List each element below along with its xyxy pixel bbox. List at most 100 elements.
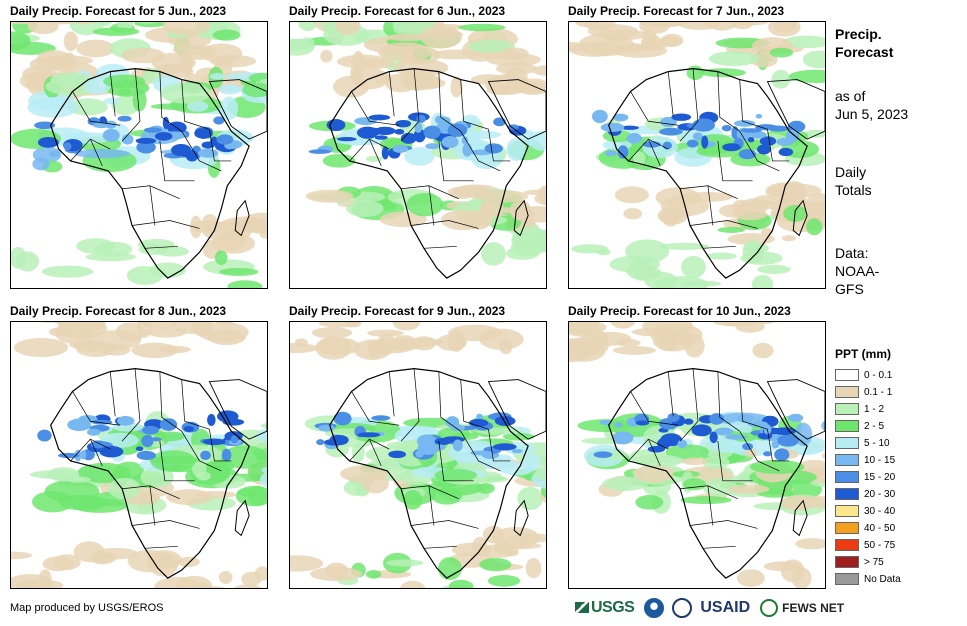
precip-area — [634, 464, 675, 483]
legend-label: > 75 — [864, 556, 884, 568]
precip-area — [625, 239, 670, 264]
rain-cell — [657, 438, 671, 449]
rain-cell — [400, 132, 417, 144]
legend-row: No Data — [835, 571, 901, 587]
precip-area — [498, 461, 535, 476]
precip-area — [500, 47, 529, 61]
precip-area — [219, 267, 259, 276]
precip-area — [29, 56, 69, 73]
panel-title-6: Daily Precip. Forecast for 10 Jun., 2023 — [568, 304, 791, 318]
legend-label: 10 - 15 — [864, 454, 896, 466]
precip-area — [352, 50, 365, 75]
rain-cell — [451, 424, 465, 432]
legend-swatch — [835, 471, 859, 483]
country-border — [144, 245, 178, 249]
precip-area — [127, 549, 172, 573]
precip-area — [38, 569, 52, 588]
country-border — [667, 71, 674, 117]
country-border — [400, 68, 420, 142]
country-border — [438, 441, 474, 482]
precip-area — [213, 460, 235, 472]
precip-area — [140, 466, 174, 488]
precip-area — [216, 322, 235, 325]
precip-area — [366, 569, 382, 579]
country-border — [388, 71, 395, 117]
map-panel-6 — [568, 321, 826, 589]
state-dept-seal-icon — [672, 598, 693, 618]
precip-area — [242, 82, 267, 98]
rain-cell — [612, 431, 634, 445]
side-totals-line2: Totals — [835, 182, 872, 198]
rain-cell — [93, 122, 110, 129]
map-svg-1 — [11, 22, 267, 288]
country-border — [351, 391, 400, 426]
precip-area — [227, 280, 263, 288]
rain-cell — [135, 137, 157, 144]
rain-cell — [37, 136, 59, 148]
map-svg-6 — [569, 322, 825, 588]
legend-label: 2 - 5 — [864, 420, 885, 432]
precip-area — [702, 478, 738, 497]
precip-area — [511, 232, 542, 250]
legend-title: PPT (mm) — [835, 347, 892, 361]
country-border — [90, 438, 103, 467]
madagascar-outline — [792, 199, 808, 237]
country-border — [388, 371, 395, 417]
precip-area — [294, 338, 308, 348]
map-svg-2 — [290, 22, 546, 279]
legend-row: 0 - 0.1 — [835, 367, 901, 383]
precip-area — [299, 37, 315, 48]
rain-cell — [600, 122, 625, 132]
rain-cell — [368, 114, 391, 121]
rain-cell — [763, 451, 772, 457]
country-border — [488, 429, 511, 462]
precip-area — [103, 97, 120, 105]
precip-area — [571, 244, 609, 254]
precip-area — [162, 22, 211, 36]
country-border — [401, 485, 459, 499]
precip-area — [404, 147, 435, 166]
precip-area — [525, 558, 542, 579]
precip-area — [602, 476, 649, 491]
rain-cell — [416, 434, 437, 449]
precip-area — [187, 101, 209, 112]
rain-cell — [626, 133, 642, 144]
rain-cell — [395, 119, 412, 128]
map-svg-5 — [290, 322, 546, 588]
country-border — [767, 129, 790, 162]
arabia-outline — [208, 79, 267, 140]
rain-cell — [724, 434, 748, 440]
country-border — [679, 68, 699, 142]
precip-area — [150, 450, 196, 472]
rain-cell — [201, 141, 215, 149]
precip-area — [387, 33, 429, 42]
precip-area — [752, 342, 774, 359]
country-border — [680, 485, 738, 499]
precip-area — [569, 343, 596, 355]
rain-cell — [414, 121, 423, 133]
rain-cell — [37, 429, 52, 442]
country-border — [423, 245, 457, 249]
rain-cell — [58, 452, 80, 459]
rain-cell — [221, 448, 232, 462]
rain-cell — [374, 135, 388, 140]
country-border — [209, 429, 232, 462]
precip-area — [399, 580, 426, 588]
country-border — [460, 79, 489, 130]
usaid-logo: USAID — [700, 599, 751, 616]
madagascar-outline — [513, 199, 529, 237]
rain-cell — [755, 124, 778, 131]
precip-area — [451, 542, 492, 557]
precip-area — [803, 129, 825, 138]
precip-area — [821, 420, 825, 432]
precip-area — [92, 27, 140, 36]
africa-outline — [608, 68, 808, 279]
side-data-line1: Data: — [835, 245, 869, 261]
precip-area — [657, 206, 689, 225]
country-border — [767, 429, 790, 462]
rain-cell — [230, 435, 239, 444]
rain-cell — [614, 422, 623, 428]
rain-cell — [447, 123, 468, 137]
legend-row: 2 - 5 — [835, 418, 901, 434]
rain-cell — [136, 140, 156, 154]
